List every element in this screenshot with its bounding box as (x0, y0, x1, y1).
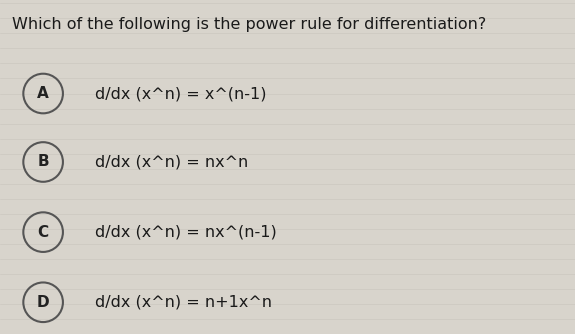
Text: d/dx (x^n) = nx^n: d/dx (x^n) = nx^n (95, 155, 248, 169)
Text: B: B (37, 155, 49, 169)
Text: A: A (37, 86, 49, 101)
Text: C: C (37, 225, 49, 239)
Text: d/dx (x^n) = nx^(n-1): d/dx (x^n) = nx^(n-1) (95, 225, 277, 239)
Text: D: D (37, 295, 49, 310)
Text: d/dx (x^n) = n+1x^n: d/dx (x^n) = n+1x^n (95, 295, 272, 310)
Text: d/dx (x^n) = x^(n-1): d/dx (x^n) = x^(n-1) (95, 86, 266, 101)
Text: Which of the following is the power rule for differentiation?: Which of the following is the power rule… (12, 17, 486, 32)
